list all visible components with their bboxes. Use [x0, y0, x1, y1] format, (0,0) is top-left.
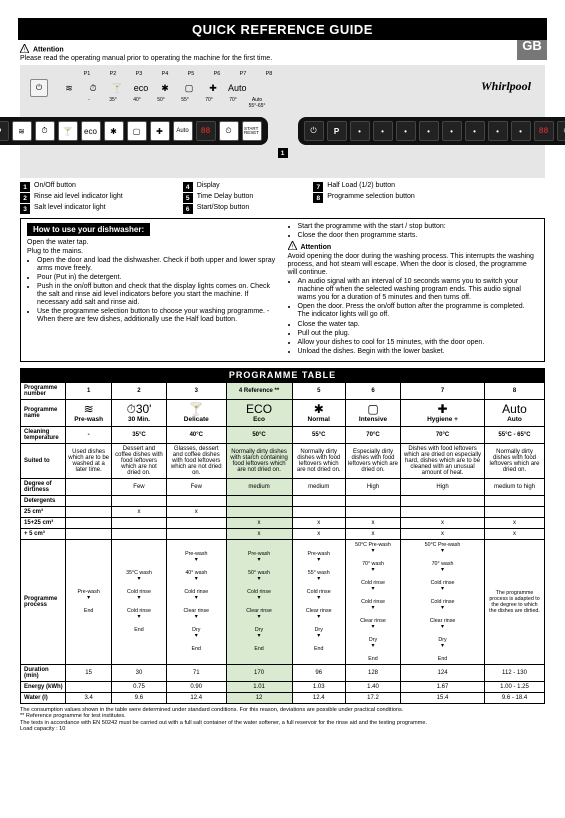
- howto-bullet: Close the door then programme starts.: [298, 232, 539, 240]
- prog-icon: eco: [132, 83, 150, 94]
- prog-label: P1: [78, 71, 96, 77]
- control-panel-dark-right: ⏻ P ••• ••• •• 88 ⏲ STARTRESET: [298, 117, 565, 145]
- prog-temp: 70°: [224, 97, 242, 109]
- prog-label: P4: [156, 71, 174, 77]
- warning-icon: !: [20, 44, 29, 55]
- howto-line: Open the water tap.: [27, 239, 278, 247]
- prog-icon: ✚: [204, 83, 222, 94]
- prog-label: P7: [234, 71, 252, 77]
- footnote-line: Load capacity : 10: [20, 726, 545, 732]
- legend-item: 2Rinse aid level indicator light: [20, 193, 123, 203]
- attention-label: Attention: [33, 46, 64, 53]
- callout-1: 1: [278, 148, 288, 158]
- legend-item: 3Salt level indicator light: [20, 204, 123, 214]
- prog-label: P2: [104, 71, 122, 77]
- svg-text:!: !: [291, 245, 293, 250]
- page-title-bar: QUICK REFERENCE GUIDE: [18, 18, 547, 40]
- programme-table-header: PROGRAMME TABLE: [20, 368, 545, 382]
- footnotes: The consumption values shown in the tabl…: [20, 707, 545, 733]
- warning-icon: !: [288, 241, 297, 253]
- prog-icon: ▢: [180, 83, 198, 94]
- button-legend: 1On/Off button2Rinse aid level indicator…: [20, 182, 545, 214]
- howto-bullet: An audio signal with an interval of 10 s…: [298, 278, 539, 302]
- legend-item: 1On/Off button: [20, 182, 123, 192]
- howto-title: How to use your dishwasher:: [27, 223, 150, 236]
- howto-bullet: Use the programme selection button to ch…: [37, 308, 278, 324]
- howto-line: Plug to the mains.: [27, 248, 278, 256]
- prog-temp: 50°: [152, 97, 170, 109]
- howto-attention-text: Avoid opening the door during the washin…: [288, 253, 534, 276]
- brand-logo: Whirlpool: [481, 79, 531, 94]
- prog-label: P6: [208, 71, 226, 77]
- legend-item: 8Programme selection button: [313, 193, 415, 203]
- prog-label: P3: [130, 71, 148, 77]
- prog-temp: 70°: [200, 97, 218, 109]
- prog-temp: Auto 55°-65°: [248, 97, 266, 109]
- control-panel-diagram: P1 P2 P3 P4 P5 P6 P7 P8 ⏻ ≋ ⏱ 🍸 eco ✱ ▢ ✚ Auto -35° 40°…: [20, 65, 545, 178]
- prog-icon: 🍸: [108, 83, 126, 94]
- prog-temp: 40°: [128, 97, 146, 109]
- prog-temp: -: [80, 97, 98, 109]
- howto-bullet: Pull out the plug.: [298, 330, 539, 338]
- legend-item: 5Time Delay button: [183, 193, 254, 203]
- attention-top: ! Attention Please read the operating ma…: [20, 44, 545, 62]
- howto-bullet: Start the programme with the start / sto…: [298, 223, 539, 231]
- prog-temp: 55°: [176, 97, 194, 109]
- how-to-use-box: How to use your dishwasher: Open the wat…: [20, 218, 545, 362]
- prog-label: P8: [260, 71, 278, 77]
- prog-temp: 35°: [104, 97, 122, 109]
- howto-bullet: Pour (Put in) the detergent.: [37, 274, 278, 282]
- control-panel-dark-left: ⏻ P ≋⏱🍸 eco✱▢ ✚Auto 88 ⏲ STARTRESET: [0, 117, 268, 145]
- legend-item: 7Half Load (1/2) button: [313, 182, 415, 192]
- prog-icon: ✱: [156, 83, 174, 94]
- howto-bullet: Open the door. Press the on/off button a…: [298, 303, 539, 319]
- prog-icon: Auto: [228, 83, 246, 94]
- howto-bullet: Allow your dishes to cool for 15 minutes…: [298, 339, 539, 347]
- legend-item: 4Display: [183, 182, 254, 192]
- howto-bullet: Unload the dishes. Begin with the lower …: [298, 348, 539, 356]
- power-button-icon: ⏻: [30, 79, 48, 97]
- page-title: QUICK REFERENCE GUIDE: [192, 22, 373, 37]
- howto-attention-label: Attention: [300, 244, 331, 251]
- howto-bullet: Close the water tap.: [298, 321, 539, 329]
- howto-bullet: Push in the on/off button and check that…: [37, 283, 278, 307]
- svg-text:!: !: [24, 48, 26, 53]
- prog-label: P5: [182, 71, 200, 77]
- programme-table: Programme number1234 Reference **5678Pro…: [20, 382, 545, 704]
- prog-icon: ⏱: [84, 83, 102, 94]
- howto-bullet: Open the door and load the dishwasher. C…: [37, 257, 278, 273]
- prog-icon: ≋: [60, 83, 78, 94]
- attention-text: Please read the operating manual prior t…: [20, 55, 272, 62]
- legend-item: 6Start/Stop button: [183, 204, 254, 214]
